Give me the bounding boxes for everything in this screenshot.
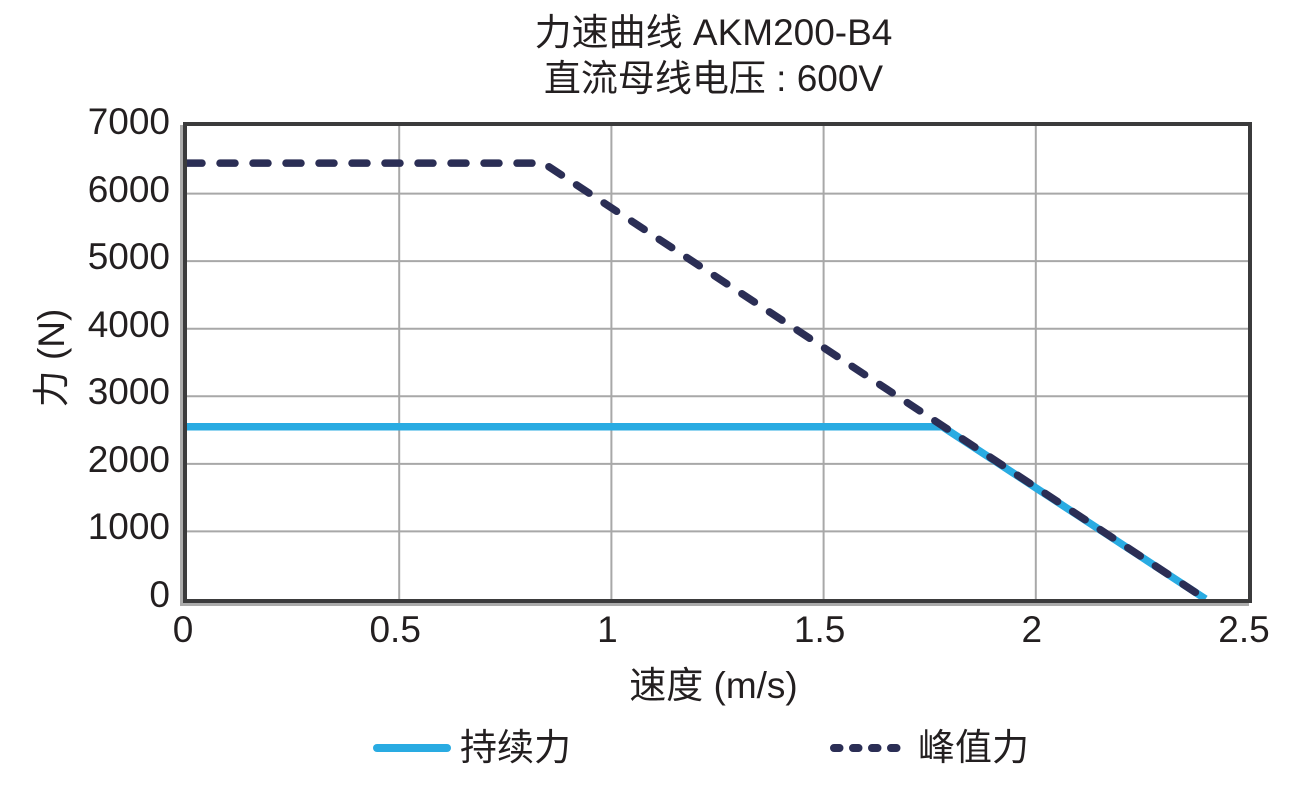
- y-tick-label-1000: 1000: [87, 506, 170, 548]
- peak-force-line: [187, 159, 1210, 599]
- chart-title: 力速曲线 AKM200-B4: [534, 12, 893, 53]
- x-tick-label-2.5: 2.5: [1218, 609, 1270, 650]
- legend-label-continuous-force: 持续力: [460, 727, 571, 768]
- y-tick-label-4000: 4000: [87, 303, 170, 345]
- x-tick-label-0: 0: [172, 609, 194, 650]
- peak-force-line-swatch: [830, 744, 910, 752]
- continuous-force-line: [187, 422, 1208, 599]
- legend-label-peak-force: 峰值力: [918, 727, 1029, 768]
- legend: 持续力 峰值力: [0, 722, 1295, 774]
- x-tick-label-0.5: 0.5: [369, 609, 421, 650]
- y-tick-label-7000: 7000: [87, 101, 170, 142]
- continuous-force-line-swatch: [373, 744, 451, 752]
- y-tick-label-0: 0: [149, 574, 170, 615]
- legend-item-continuous-force: 持续力: [372, 722, 571, 774]
- legend-item-peak-force: 峰值力: [830, 722, 1029, 774]
- y-tick-label-5000: 5000: [87, 236, 170, 278]
- plot-area: [183, 122, 1252, 603]
- y-tick-label-3000: 3000: [87, 371, 170, 413]
- y-tick-label-6000: 6000: [87, 168, 170, 210]
- x-axis-title: 速度 (m/s): [629, 665, 798, 706]
- title-block: 力速曲线 AKM200-B4 直流母线电压 : 600V: [183, 10, 1244, 102]
- y-axis-tick-labels: 0 1000 2000 3000 4000 5000 6000 7000: [0, 0, 170, 785]
- x-tick-label-1: 1: [597, 609, 618, 650]
- x-tick-label-2: 2: [1021, 609, 1043, 650]
- x-tick-label-1.5: 1.5: [793, 609, 846, 650]
- chart-subtitle: 直流母线电压 : 600V: [543, 58, 884, 99]
- y-tick-label-2000: 2000: [87, 438, 170, 480]
- plot-svg: [187, 126, 1248, 599]
